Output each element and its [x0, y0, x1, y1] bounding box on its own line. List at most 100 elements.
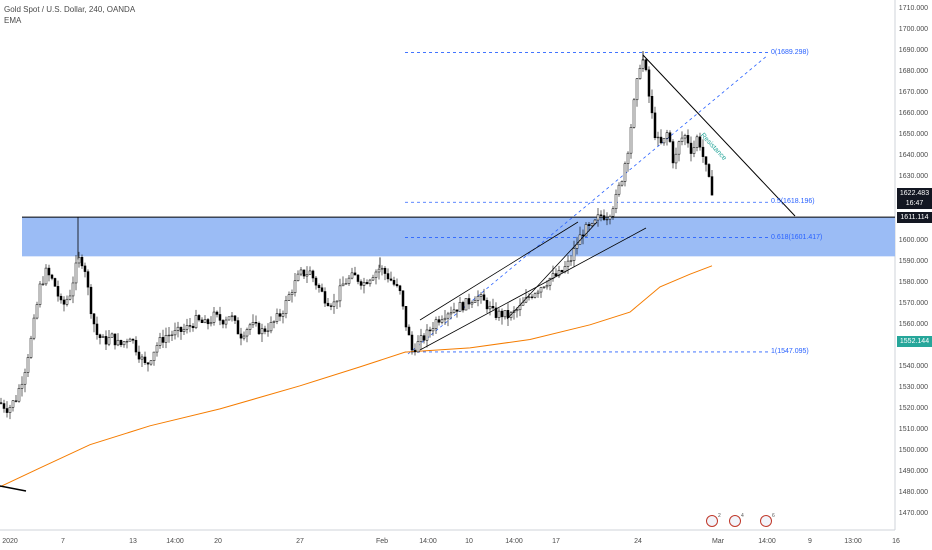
candle-body — [605, 218, 609, 221]
candle-body — [542, 286, 546, 288]
candle-body — [413, 349, 417, 353]
candle-body — [677, 141, 681, 155]
candle-body — [557, 270, 561, 277]
candle-body — [116, 339, 120, 346]
candle-body — [293, 280, 297, 293]
candle-body — [497, 310, 501, 318]
candle-body — [368, 279, 372, 285]
candle-body — [383, 267, 387, 274]
time-tick-label: 14:00 — [419, 538, 437, 545]
channel2-lower-line[interactable] — [506, 221, 598, 320]
candle-body — [674, 153, 678, 164]
support-zone[interactable] — [22, 217, 895, 257]
candle-body — [194, 315, 198, 329]
candle-body — [107, 337, 111, 345]
candle-body — [41, 283, 45, 285]
candle-body — [425, 329, 429, 341]
candle-body — [98, 334, 102, 338]
candle-body — [80, 256, 84, 267]
candle-body — [236, 320, 240, 335]
candle-body — [218, 314, 222, 321]
candle-body — [266, 330, 270, 332]
channel-lower-line[interactable] — [419, 227, 647, 351]
candle-body — [608, 216, 612, 220]
price-tag: 1552.144 — [897, 335, 932, 347]
us-flag-icon[interactable] — [729, 515, 741, 527]
candlesticks — [0, 51, 714, 420]
channel-upper-line[interactable] — [419, 221, 579, 321]
candle-body — [83, 265, 87, 272]
price-tick-label: 1500.000 — [898, 447, 928, 455]
candle-body — [548, 278, 552, 286]
candle-body — [305, 274, 309, 277]
candle-body — [656, 136, 660, 139]
candle-body — [659, 136, 663, 144]
candle-body — [350, 272, 354, 279]
candle-body — [206, 319, 210, 325]
candle-body — [296, 273, 300, 282]
candle-body — [191, 325, 195, 329]
candle-body — [431, 328, 435, 332]
candle-body — [347, 277, 351, 284]
candle-body — [395, 284, 399, 287]
candle-body — [491, 305, 495, 309]
candle-body — [122, 341, 126, 346]
candle-body — [233, 315, 237, 321]
time-tick-label: Feb — [375, 538, 389, 545]
candle-body — [92, 313, 96, 325]
candle-body — [647, 69, 651, 97]
indicator-label[interactable]: EMA — [4, 16, 22, 25]
candle-body — [77, 256, 81, 264]
candle-body — [242, 335, 246, 339]
price-tick-label: 1710.000 — [898, 5, 928, 12]
candle-body — [47, 267, 51, 276]
candle-body — [683, 135, 687, 139]
price-tick-label: 1670.000 — [898, 89, 928, 97]
candle-body — [464, 298, 468, 311]
candle-body — [308, 270, 312, 275]
candle-body — [281, 313, 285, 317]
candle-body — [203, 319, 207, 324]
price-tick-label: 1470.000 — [898, 510, 928, 518]
price-tick-label: 1530.000 — [898, 383, 928, 391]
candle-body — [200, 319, 204, 324]
candle-body — [707, 164, 711, 177]
candle-body — [29, 337, 33, 358]
time-tick-label: 20 — [214, 538, 222, 545]
fib-level-label: 0.5(1618.196) — [771, 198, 815, 206]
candle-body — [635, 78, 639, 101]
candle-body — [365, 282, 369, 285]
candle-body — [62, 299, 66, 305]
candle-body — [26, 357, 30, 373]
price-tick-label: 1560.000 — [898, 320, 928, 328]
candle-body — [65, 298, 69, 305]
candle-body — [590, 223, 594, 226]
candle-body — [320, 287, 324, 292]
candle-body — [440, 319, 444, 323]
time-tick-label: 13 — [129, 538, 137, 545]
candle-body — [104, 336, 108, 345]
candle-body — [248, 324, 252, 330]
candle-body — [290, 292, 294, 296]
us-flag-icon[interactable] — [760, 515, 772, 527]
candle-body — [515, 309, 519, 312]
candle-body — [539, 287, 543, 293]
candle-body — [302, 269, 306, 277]
price-tick-label: 1680.000 — [898, 68, 928, 76]
candle-body — [35, 304, 39, 319]
candle-body — [530, 296, 534, 298]
candle-body — [533, 293, 537, 298]
time-tick-label: 14:00 — [166, 538, 184, 545]
candle-body — [344, 283, 348, 285]
candle-body — [452, 309, 456, 314]
fibonacci-retracement[interactable] — [405, 52, 768, 353]
resistance-trendline[interactable] — [642, 54, 796, 217]
candle-body — [0, 402, 3, 404]
candle-body — [95, 323, 99, 335]
candle-body — [536, 291, 540, 295]
candle-body — [44, 267, 48, 285]
candle-body — [173, 330, 177, 336]
us-flag-icon[interactable] — [706, 515, 718, 527]
candle-body — [284, 300, 288, 315]
